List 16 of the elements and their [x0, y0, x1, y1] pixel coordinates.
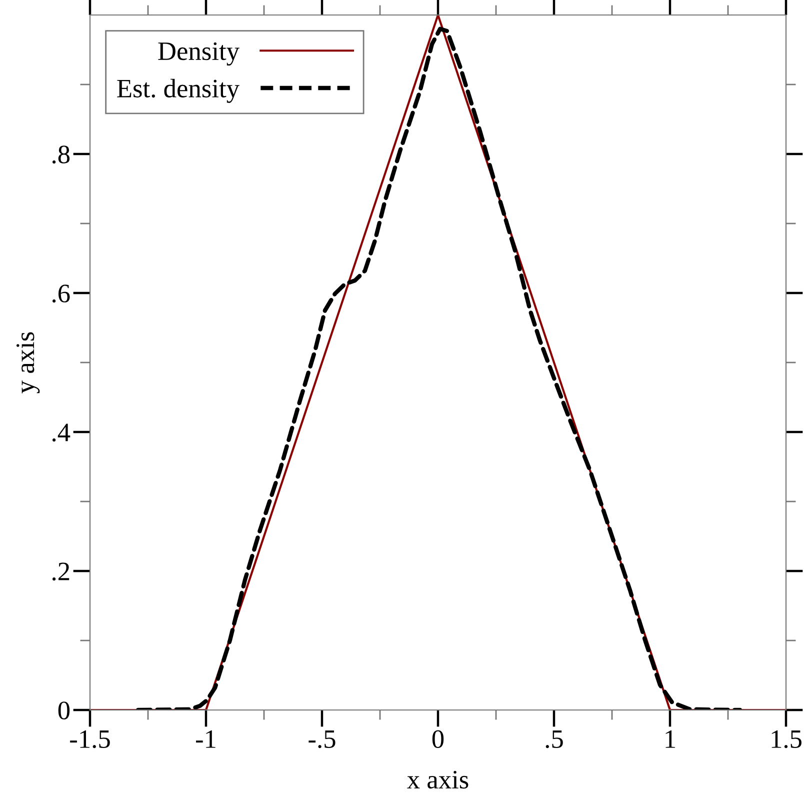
- legend-label: Est. density: [117, 78, 240, 103]
- y-axis-title: y axis: [16, 332, 40, 394]
- x-axis-title: x axis: [407, 770, 468, 789]
- x-tick-label: -.5: [308, 730, 336, 748]
- x-tick-label: 1.5: [772, 730, 802, 748]
- y-tick-label: .4: [52, 424, 70, 442]
- y-tick-label: .6: [52, 284, 70, 303]
- x-tick-label: .5: [546, 730, 563, 748]
- y-tick-label: .8: [52, 146, 70, 164]
- x-tick-label: -1: [196, 730, 216, 748]
- x-tick-label: 0: [432, 730, 444, 748]
- y-tick-label: .2: [52, 562, 70, 581]
- legend-label: Density: [158, 42, 240, 66]
- x-tick-label: 1: [666, 730, 676, 748]
- x-tick-label: -1.5: [70, 730, 110, 748]
- y-tick-label: 0: [58, 702, 70, 720]
